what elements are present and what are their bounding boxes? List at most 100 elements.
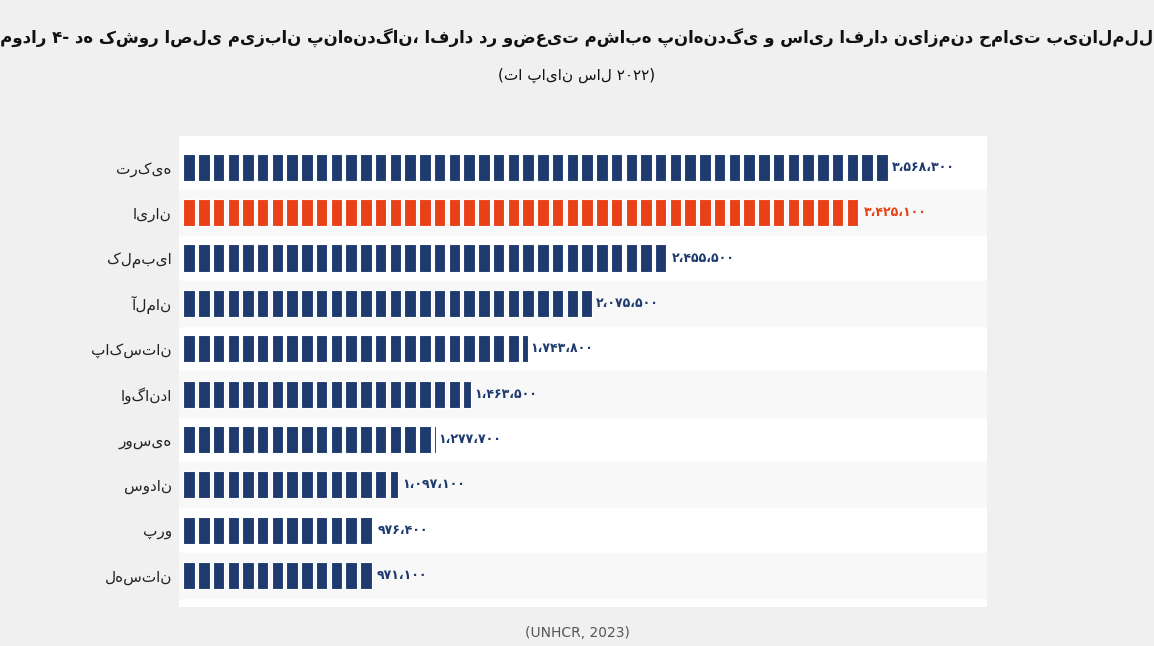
Bar [316,290,328,317]
Bar [434,380,445,408]
Bar [523,199,534,226]
Bar [242,380,254,408]
Bar [198,199,210,226]
Bar [179,281,987,326]
Bar [419,244,430,272]
Text: ۲،۴۵۵،۵۰۰: ۲،۴۵۵،۵۰۰ [672,251,734,265]
Bar [832,199,844,226]
Bar [390,244,402,272]
Bar [552,154,563,181]
Bar [198,562,210,589]
Bar [257,154,269,181]
Bar [242,335,254,362]
Bar [198,154,210,181]
Bar [179,190,987,235]
Bar [360,199,372,226]
Bar [331,199,343,226]
Bar [493,290,504,317]
Text: ۹۷۱،۱۰۰: ۹۷۱،۱۰۰ [377,569,427,582]
Bar [478,290,489,317]
Bar [183,426,195,453]
Bar [316,517,328,544]
Bar [523,244,534,272]
Bar [390,426,402,453]
Bar [227,335,239,362]
Bar [316,471,328,499]
Bar [493,335,504,362]
Bar [316,562,328,589]
Bar [345,244,357,272]
Bar [242,244,254,272]
Bar [684,154,696,181]
Bar [316,199,328,226]
Bar [773,199,785,226]
Bar [198,426,210,453]
Bar [404,426,415,453]
Bar [419,335,430,362]
Bar [183,562,195,589]
Text: ۹۷۶،۴۰۰: ۹۷۶،۴۰۰ [379,524,428,537]
Text: نمودار ۴- ده کشور اصلی میزبان پناهندگان، افراد در وضعیت مشابه پناهندگی و سایر اف: نمودار ۴- ده کشور اصلی میزبان پناهندگان،… [0,29,1154,48]
Bar [640,154,652,181]
Bar [449,154,460,181]
Bar [271,244,283,272]
Bar [227,154,239,181]
Bar [345,517,357,544]
Text: ۳،۵۶۸،۳۰۰: ۳،۵۶۸،۳۰۰ [892,161,954,174]
Bar [478,335,489,362]
Bar [861,154,872,181]
Bar [434,335,445,362]
Bar [301,154,313,181]
Bar [640,244,652,272]
Bar [286,471,298,499]
Bar [404,244,415,272]
Bar [360,290,372,317]
Bar [404,154,415,181]
Bar [582,199,593,226]
Bar [464,244,474,272]
Bar [802,199,814,226]
Bar [183,290,195,317]
Bar [183,335,195,362]
Bar [434,199,445,226]
Bar [198,380,210,408]
Text: ۱،۰۹۷،۱۰۰: ۱،۰۹۷،۱۰۰ [402,478,465,492]
Bar [183,517,195,544]
Bar [257,244,269,272]
Bar [419,154,430,181]
Bar [610,154,622,181]
Bar [817,154,829,181]
Text: ۱،۷۴۳،۸۰۰: ۱،۷۴۳،۸۰۰ [530,342,593,355]
Bar [301,471,313,499]
Bar [847,154,859,181]
Bar [876,154,887,181]
Bar [375,471,387,499]
Bar [271,517,283,544]
Bar [390,290,402,317]
Bar [360,426,372,453]
Bar [301,199,313,226]
Bar [758,154,770,181]
Bar [242,426,254,453]
Bar [286,335,298,362]
Bar [198,290,210,317]
Bar [537,154,548,181]
Bar [345,471,357,499]
Bar [419,199,430,226]
Bar [404,380,415,408]
Bar [699,199,711,226]
Bar [242,290,254,317]
Bar [212,199,224,226]
Bar [390,335,402,362]
Bar [345,562,357,589]
Bar [179,371,987,417]
Bar [508,199,519,226]
Bar [508,244,519,272]
Bar [788,199,800,226]
Bar [699,154,711,181]
Bar [271,199,283,226]
Bar [419,380,430,408]
Bar [227,517,239,544]
Bar [478,244,489,272]
Bar [227,290,239,317]
